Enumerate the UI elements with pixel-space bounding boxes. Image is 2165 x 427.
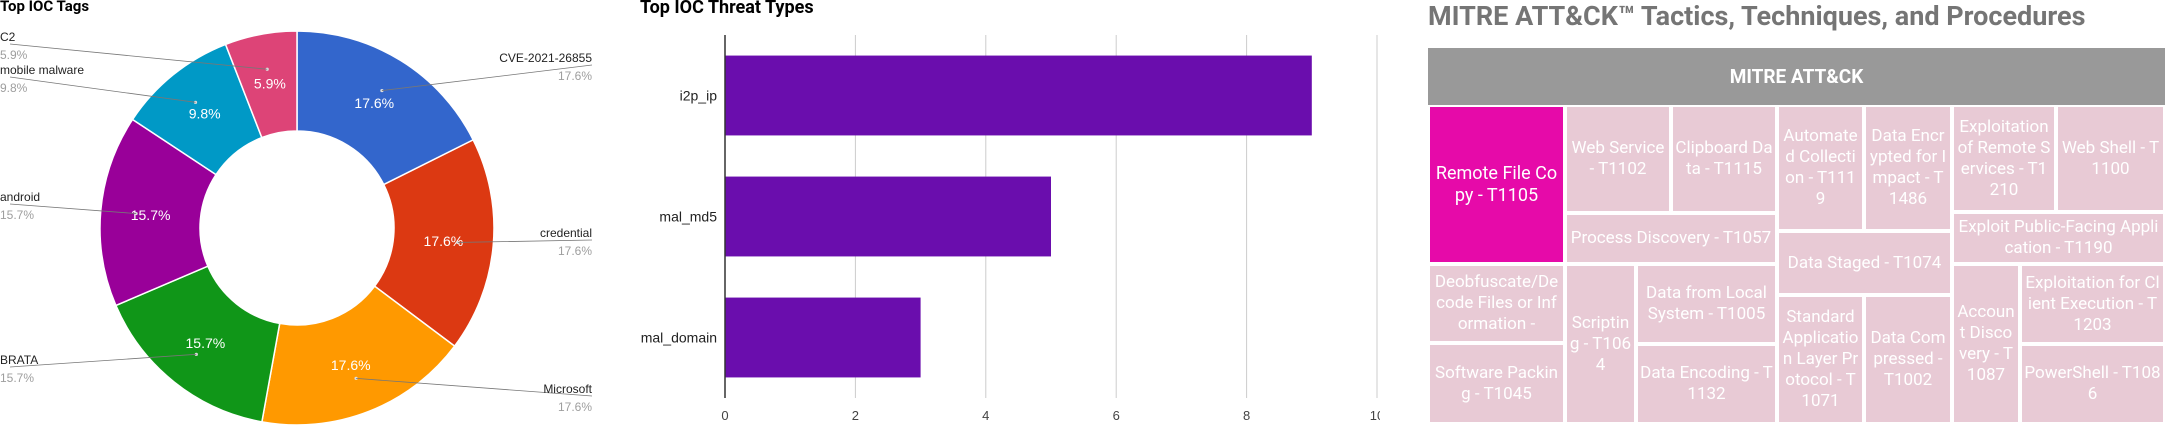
donut-slice-cve-2021-26855 bbox=[296, 30, 475, 186]
bar-x-tick-label: 8 bbox=[1243, 408, 1250, 423]
tile-t1203[interactable]: Exploitation for Client Execution - T120… bbox=[2020, 264, 2165, 344]
mitre-title: MITRE ATT&CK™ Tactics, Techniques, and P… bbox=[1428, 0, 2086, 32]
tile-t1087[interactable]: Account Discovery - T1087 bbox=[1952, 264, 2020, 424]
legend-pct-credential: 17.6% bbox=[558, 244, 592, 258]
legend-pct-android: 15.7% bbox=[0, 208, 34, 222]
legend-label-android: android bbox=[0, 190, 40, 204]
tile-t1057[interactable]: Process Discovery - T1057 bbox=[1565, 213, 1777, 264]
donut-chart: 17.6% CVE-2021-26855 17.6% 17.6% credential 1… bbox=[0, 30, 593, 426]
legend-label-cve-2021-26855: CVE-2021-26855 bbox=[499, 51, 592, 65]
leader-line bbox=[457, 239, 593, 243]
legend-label-microsoft: Microsoft bbox=[543, 382, 592, 396]
bar-mal-md5 bbox=[725, 176, 1051, 257]
bar-category-label: i2p_ip bbox=[680, 88, 718, 104]
tile-t1140[interactable]: Deobfuscate/Decode Files or Information … bbox=[1428, 264, 1565, 343]
tile-t1045[interactable]: Software Packing - T1045 bbox=[1428, 343, 1565, 424]
legend-pct-brata: 15.7% bbox=[0, 371, 34, 385]
legend-pct-mobile-malware: 9.8% bbox=[0, 81, 28, 95]
tile-t1132[interactable]: Data Encoding - T1132 bbox=[1636, 344, 1777, 424]
bar-x-tick-label: 6 bbox=[1113, 408, 1120, 423]
bar-x-tick-label: 0 bbox=[721, 408, 728, 423]
bar-category-label: mal_domain bbox=[641, 330, 717, 346]
donut-slice-android bbox=[99, 118, 218, 307]
legend-pct-microsoft: 17.6% bbox=[558, 400, 592, 414]
bar-x-tick-label: 2 bbox=[852, 408, 859, 423]
leader-line bbox=[9, 43, 268, 70]
legend-label-credential: credential bbox=[540, 226, 592, 240]
donut-slice-pct-label: 15.7% bbox=[131, 207, 171, 223]
donut-slice-c2 bbox=[224, 30, 298, 139]
legend-label-brata: BRATA bbox=[0, 353, 38, 367]
bar-x-tick-label: 4 bbox=[982, 408, 989, 423]
tile-t1190[interactable]: Exploit Public-Facing Application - T119… bbox=[1952, 212, 2165, 264]
tile-t1071[interactable]: Standard Application Layer Protocol - T1… bbox=[1777, 295, 1864, 424]
bar-i2p-ip bbox=[725, 55, 1312, 136]
tile-t1115[interactable]: Clipboard Data - T1115 bbox=[1671, 105, 1777, 213]
mitre-header: MITRE ATT&CK bbox=[1428, 48, 2165, 105]
leader-line bbox=[9, 76, 196, 103]
legend-pct-c2: 5.9% bbox=[0, 48, 28, 62]
tile-t1005[interactable]: Data from Local System - T1005 bbox=[1636, 264, 1777, 344]
bar-category-label: mal_md5 bbox=[659, 209, 717, 225]
bar-mal-domain bbox=[725, 297, 921, 378]
legend-label-mobile-malware: mobile malware bbox=[0, 63, 84, 77]
tile-t1486[interactable]: Data Encrypted for Impact - T1486 bbox=[1864, 105, 1952, 231]
tile-t1002[interactable]: Data Compressed - T1002 bbox=[1864, 295, 1952, 424]
tile-t1105[interactable]: Remote File Copy - T1105 bbox=[1428, 105, 1565, 264]
tile-t1074[interactable]: Data Staged - T1074 bbox=[1777, 231, 1952, 295]
tile-t1086[interactable]: PowerShell - T1086 bbox=[2020, 344, 2165, 424]
legend-pct-cve-2021-26855: 17.6% bbox=[558, 69, 592, 83]
bar-chart-title: Top IOC Threat Types bbox=[640, 0, 814, 18]
donut-slice-microsoft bbox=[261, 285, 456, 426]
donut-slice-brata bbox=[114, 265, 281, 423]
tile-t1100[interactable]: Web Shell - T1100 bbox=[2056, 105, 2165, 212]
donut-slice-pct-label: 5.9% bbox=[254, 76, 286, 92]
leader-line bbox=[356, 377, 593, 397]
tile-t1210[interactable]: Exploitation of Remote Services - T1210 bbox=[1952, 105, 2056, 212]
donut-slice-pct-label: 17.6% bbox=[424, 233, 464, 249]
legend-label-c2: C2 bbox=[0, 30, 16, 44]
donut-slice-pct-label: 15.7% bbox=[186, 335, 226, 351]
bar-chart: 0 2 4 6 8 10 i2p_ip mal_md5 mal_domain bbox=[641, 35, 1380, 423]
tile-t1119[interactable]: Automated Collection - T1119 bbox=[1777, 105, 1864, 231]
donut-slice-pct-label: 9.8% bbox=[189, 106, 221, 122]
donut-slice-pct-label: 17.6% bbox=[354, 95, 394, 111]
leader-line bbox=[9, 353, 197, 368]
donut-slice-pct-label: 17.6% bbox=[331, 357, 371, 373]
bar-x-tick-label: 10 bbox=[1370, 408, 1380, 423]
leader-line bbox=[381, 64, 593, 91]
tile-t1102[interactable]: Web Service - T1102 bbox=[1565, 105, 1671, 213]
tile-t1064[interactable]: Scripting - T1064 bbox=[1565, 264, 1636, 424]
donut-chart-title: Top IOC Tags bbox=[0, 0, 90, 15]
donut-slice-credential bbox=[373, 138, 495, 348]
leader-line bbox=[9, 203, 137, 214]
